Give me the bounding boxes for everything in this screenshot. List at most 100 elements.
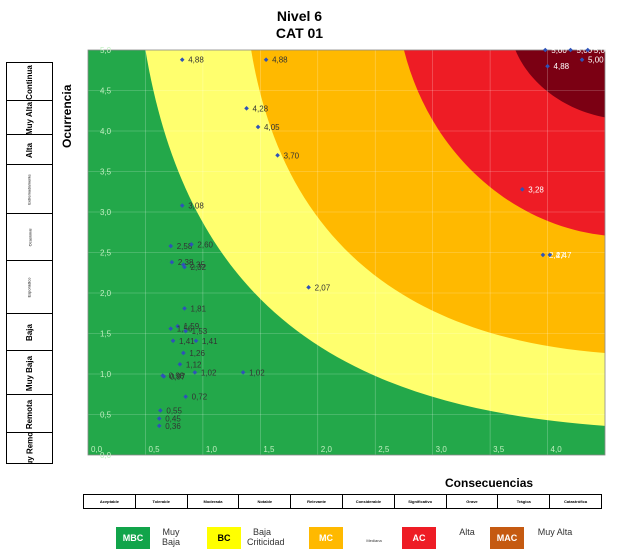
data-point	[306, 285, 311, 290]
data-point	[156, 423, 162, 429]
y-tick-label: 2,5	[100, 249, 112, 258]
data-label: 3,08	[188, 202, 204, 211]
zone-mac	[515, 50, 605, 118]
data-label: 3,28	[528, 185, 544, 194]
x-axis-title: Consecuencias	[445, 476, 534, 490]
data-label: 1,41	[179, 337, 195, 346]
y-axis-title: Ocurrencia	[60, 84, 74, 148]
x-category-label: Relevante	[291, 495, 343, 508]
risk-matrix-chart: 0,0 0,5 1,0 1,5 2,0 2,5 3,0 3,5 4,0 4,5 5,0 0,0 0,5 1…	[87, 47, 608, 460]
data-label: 0,97	[170, 372, 186, 381]
y-category-cell: Alta	[6, 134, 53, 166]
legend-label: Muy Alta	[537, 527, 573, 537]
data-label: 4,88	[554, 62, 570, 71]
legend-label: Muy Baja	[161, 527, 180, 547]
data-point	[263, 57, 269, 63]
x-tick-label: 2,0	[321, 445, 333, 454]
legend-label: Alta	[459, 527, 475, 537]
x-category-label: Significativo	[395, 495, 447, 508]
y-category-cell: Muy Alta	[6, 100, 53, 136]
y-category-cell: Esporádico	[6, 260, 53, 315]
data-point	[545, 63, 550, 69]
x-tick-label: 0,5	[148, 445, 160, 454]
data-point	[156, 416, 162, 421]
data-label: 5,00	[551, 47, 567, 55]
y-category-cell: Muy Baja	[6, 350, 53, 396]
data-label: 0,55	[166, 406, 182, 415]
y-tick-label: 4,5	[100, 87, 112, 96]
legend-label: Baja Criticidad	[247, 527, 285, 547]
data-label: 1,81	[191, 304, 207, 313]
y-category-cell: Remota	[6, 394, 53, 434]
data-point	[275, 153, 280, 158]
data-point	[547, 252, 553, 258]
chart-subtitle: CAT 01	[275, 25, 324, 41]
data-label: 0,36	[165, 422, 181, 431]
data-label: 5,00	[577, 47, 593, 55]
legend-swatch: BC	[207, 527, 241, 549]
data-label: 0,45	[165, 415, 181, 424]
y-category-cell: Baja	[6, 313, 53, 352]
data-label: 2,60	[197, 240, 213, 249]
data-label: 1,41	[202, 337, 218, 346]
y-category-cell: Muy Remota	[6, 432, 53, 464]
y-category-cell: Extremadamente	[6, 164, 53, 215]
y-category-label: Muy Baja	[25, 355, 34, 391]
y-category-cell: Continua	[6, 62, 53, 102]
risk-zones	[88, 50, 605, 455]
y-category-label: Muy Remota	[25, 432, 34, 464]
data-label: 2,32	[191, 263, 207, 272]
data-point	[158, 408, 163, 413]
y-tick-label: 0,0	[100, 451, 112, 460]
data-label: 1,53	[192, 327, 208, 336]
legend-swatch: MBC	[116, 527, 150, 549]
data-point	[183, 328, 188, 334]
y-category-label: Ocasional	[26, 228, 32, 247]
plot-frame	[87, 49, 606, 456]
data-label: 0,98	[169, 372, 185, 381]
data-point	[579, 57, 585, 63]
data-point	[189, 242, 194, 247]
x-tick-label: 1,0	[206, 445, 218, 454]
data-label: 4,88	[188, 56, 204, 65]
data-label: 5,000	[594, 47, 608, 55]
data-label: 2,07	[315, 283, 331, 292]
data-label: 2,47	[549, 251, 565, 260]
legend-swatch: MC	[309, 527, 343, 549]
data-label: 1,56	[177, 325, 193, 334]
data-label: 2,58	[177, 242, 193, 251]
y-tick-label: 0,5	[100, 411, 112, 420]
data-point	[179, 57, 185, 63]
y-category-label: Muy Alta	[24, 101, 34, 135]
x-category-label: Grave	[447, 495, 499, 508]
y-tick-label: 3,0	[100, 208, 112, 217]
y-category-label: Remota	[25, 399, 34, 429]
y-tick-label: 2,0	[100, 289, 112, 298]
x-category-label: Trágica	[498, 495, 551, 508]
data-label: 4,88	[272, 56, 288, 65]
x-category-label: Tolerable	[136, 495, 188, 508]
data-label: 3,70	[284, 151, 300, 160]
data-label: 1,26	[189, 349, 205, 358]
data-point	[168, 326, 174, 331]
data-point	[169, 259, 175, 265]
data-point	[168, 243, 174, 249]
data-label: 1,02	[201, 368, 217, 377]
data-label: 1,02	[249, 368, 265, 377]
x-tick-label: 3,0	[436, 445, 448, 454]
x-category-label: Considerable	[343, 495, 395, 508]
x-tick-label: 2,5	[378, 445, 390, 454]
data-label: 4,05	[264, 123, 280, 132]
data-label: 1,12	[186, 360, 202, 369]
data-point	[542, 47, 548, 53]
y-category-label: Esporádico	[26, 277, 32, 298]
x-category-label: Aceptable	[84, 495, 136, 508]
x-tick-label: 1,5	[263, 445, 275, 454]
x-tick-label: 3,5	[493, 445, 505, 454]
y-tick-label: 5,0	[100, 47, 112, 55]
x-tick-label: 4,0	[551, 445, 563, 454]
x-category-label: Moderada	[188, 495, 240, 508]
y-tick-label: 4,0	[100, 127, 112, 136]
data-point	[519, 187, 525, 192]
data-label: 1,59	[184, 322, 200, 331]
